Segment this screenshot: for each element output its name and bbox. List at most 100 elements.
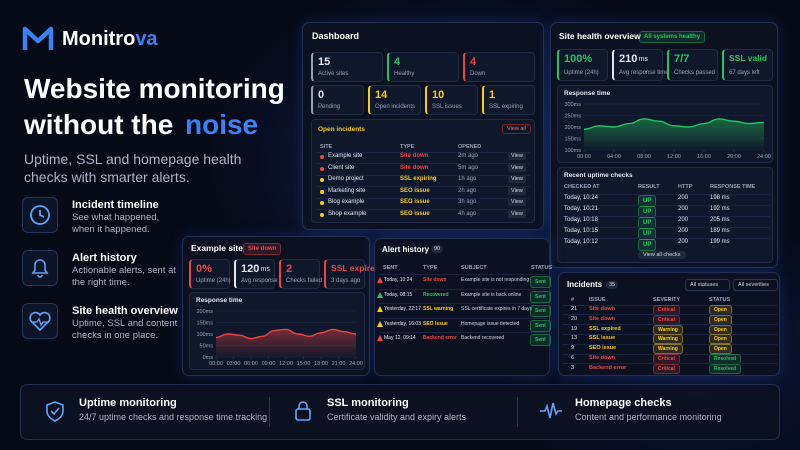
status-badge: Resolved xyxy=(709,363,742,374)
incident-type: SEO issue xyxy=(400,199,430,205)
row-divider xyxy=(379,317,547,319)
stat-card: 1 SSL expiring xyxy=(482,85,535,115)
status-dot xyxy=(320,155,324,159)
view-button[interactable]: View xyxy=(508,152,526,160)
benefit-icon xyxy=(295,401,311,421)
row-divider xyxy=(379,274,547,275)
x-tick-label: 00:00 xyxy=(577,154,591,160)
stat-label: 3 days ago xyxy=(331,278,361,284)
column-header: SEVERITY xyxy=(653,297,681,303)
stat-unit: ms xyxy=(638,56,648,63)
open-incidents: Open incidents View all SITE TYPE OPENED Exam… xyxy=(311,119,535,223)
row-divider xyxy=(563,343,777,345)
x-tick-label: 04:00 xyxy=(607,154,621,160)
incident-id: 6 xyxy=(571,355,575,361)
alert-type: SSL warning xyxy=(423,306,454,312)
row-divider xyxy=(562,204,770,206)
y-tick-label: 100ms xyxy=(564,148,581,154)
path xyxy=(39,210,45,218)
path xyxy=(33,317,47,327)
headline: Website monitoring xyxy=(24,73,285,104)
sent-at: Today, 10:24 xyxy=(384,277,413,283)
x-tick-label: 20:00 xyxy=(727,154,741,160)
checked-at: Today, 10:24 xyxy=(564,195,598,201)
view-button[interactable]: View xyxy=(508,163,526,172)
opened: 5m ago xyxy=(458,164,479,171)
stat-label: Uptime (24h) xyxy=(564,70,599,76)
view-all-button[interactable]: View all xyxy=(502,124,531,134)
view-button[interactable]: View xyxy=(508,186,526,195)
panel-title: Example site xyxy=(191,243,243,253)
row-divider xyxy=(316,186,530,187)
alert-icon xyxy=(377,335,383,341)
lock-body xyxy=(295,408,311,421)
sent-at: Today, 08:15 xyxy=(384,291,413,298)
stat-card: 15 Active sites xyxy=(311,52,383,82)
feature-icon xyxy=(29,311,51,332)
row-divider xyxy=(563,353,777,355)
stat-value: SSL valid xyxy=(729,53,768,63)
incident-id: 13 xyxy=(571,335,578,342)
view-checks-button[interactable]: View all checks xyxy=(638,251,686,259)
view-button[interactable]: View xyxy=(508,175,526,183)
incident-type: SEO issue xyxy=(400,187,430,194)
stat-card: 0% Uptime (24h) xyxy=(189,259,231,289)
sent-badge: Sent xyxy=(530,290,551,303)
stat-label: SSL expiring xyxy=(489,104,523,110)
stat-label: Healthy xyxy=(394,71,415,77)
section-title: Open incidents xyxy=(318,126,365,133)
feature-title: Incident timeline xyxy=(72,199,159,211)
stat-value: 14 xyxy=(375,89,388,101)
chart-card: Response time 300ms 250ms 200ms 150ms 100ms 00… xyxy=(557,85,773,163)
x-tick-label: 24:00 xyxy=(757,154,771,160)
opened: 2h ago xyxy=(458,187,477,194)
view-button[interactable]: View xyxy=(508,198,526,206)
benefit-text: Certificate validity and expiry alerts xyxy=(327,412,467,422)
view-button[interactable]: View xyxy=(508,209,526,218)
headline: without the xyxy=(24,109,174,140)
stat-card: SSL expired 3 days ago xyxy=(324,259,380,289)
incident-issue: SSL expired xyxy=(589,325,621,332)
stat-label: Pending xyxy=(318,104,341,110)
row-divider xyxy=(562,237,770,239)
logo-shape xyxy=(22,26,54,50)
stat-card: 100% Uptime (24h) xyxy=(557,49,608,81)
line xyxy=(583,118,765,130)
stat-label: Avg response time xyxy=(241,278,291,284)
site-badge: Site down xyxy=(243,243,282,255)
filter-dropdown[interactable]: All statuses xyxy=(685,279,730,291)
incidents-panel: Incidents 35 All statuses All severities # IS… xyxy=(558,272,780,376)
column-header: ISSUE xyxy=(589,297,606,303)
response-time: 198 ms xyxy=(710,195,730,201)
stat-value: 2 xyxy=(286,263,293,275)
dashboard-panel: Dashboard 15 Active sites 4 Healthy 4 Down 0 Pen… xyxy=(302,22,544,230)
triangle xyxy=(377,291,383,298)
site-name: Client site xyxy=(328,164,355,171)
benefit-icon xyxy=(540,402,562,419)
row-divider xyxy=(563,363,777,365)
y-tick-label: 200ms xyxy=(196,309,213,315)
stat-value: 4 xyxy=(394,56,401,68)
column-header: SENT xyxy=(383,265,398,271)
site-name: Demo project xyxy=(328,176,364,182)
alert-type: Backend error xyxy=(423,335,457,341)
filter-dropdown[interactable]: All severities xyxy=(733,279,778,291)
row-divider xyxy=(316,151,530,153)
stat-value: 100% xyxy=(564,53,593,65)
x-tick-label: 00:00 xyxy=(209,361,223,367)
feature-icon-box xyxy=(22,197,58,233)
http-code: 200 xyxy=(678,239,689,245)
stat-label: Down xyxy=(470,71,486,77)
stat-card: 0 Pending xyxy=(311,85,364,115)
column-header: CHECKED AT xyxy=(564,184,600,190)
stat-value: 0 xyxy=(318,89,325,101)
example-site-panel: Example site Site down 0% Uptime (24h) 120 ms… xyxy=(182,236,380,376)
column-header: # xyxy=(571,297,575,303)
checked-at: Today, 10:12 xyxy=(564,239,598,245)
column-header: TYPE xyxy=(400,144,415,150)
stat-card: 4 Healthy xyxy=(387,52,459,82)
stat-value: SSL expired xyxy=(331,263,380,273)
sent-badge: Sent xyxy=(530,319,551,332)
stat-value: 0% xyxy=(196,263,212,275)
brand-name: Monitro xyxy=(62,28,136,50)
